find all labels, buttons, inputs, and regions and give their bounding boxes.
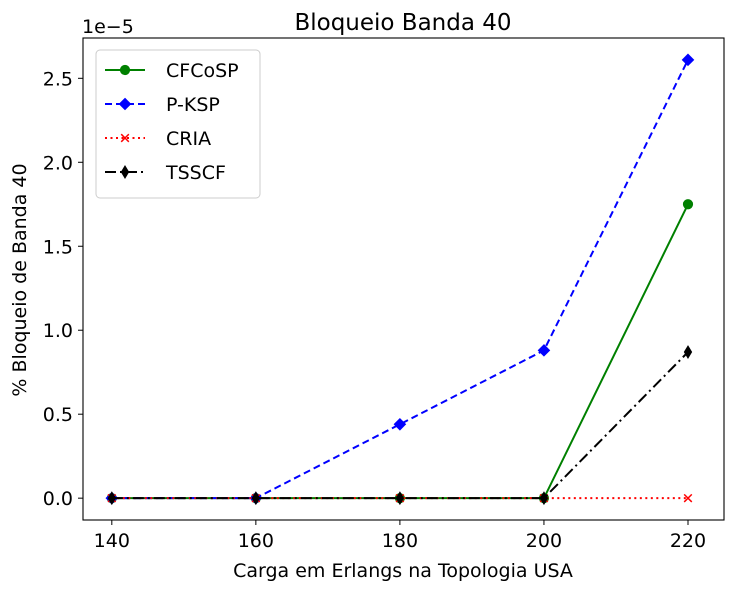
y-axis-label: % Bloqueio de Banda 40 bbox=[9, 163, 31, 396]
data-point-cria bbox=[683, 493, 693, 503]
y-tick-label: 2.5 bbox=[43, 68, 73, 90]
data-point-tsscf-shape bbox=[251, 491, 261, 506]
legend-entry: CFCoSP bbox=[105, 60, 239, 82]
x-tick-label: 220 bbox=[670, 530, 706, 552]
data-point-p-ksp-shape bbox=[537, 344, 551, 357]
y-offset-label: 1e−5 bbox=[82, 16, 134, 38]
legend-marker-shape bbox=[118, 97, 132, 111]
legend-label: CRIA bbox=[166, 128, 211, 150]
x-tick-label: 140 bbox=[94, 530, 130, 552]
legend-marker-stroke-b bbox=[120, 133, 130, 143]
legend-marker bbox=[119, 64, 131, 76]
legend-marker-shape bbox=[119, 64, 131, 76]
legend-label: TSSCF bbox=[165, 162, 226, 184]
legend-marker-shape bbox=[120, 165, 130, 179]
legend-label: P-KSP bbox=[166, 94, 220, 116]
axes-frame bbox=[82, 37, 725, 521]
x-tick-label: 180 bbox=[382, 530, 418, 552]
data-point-p-ksp-shape bbox=[393, 417, 407, 431]
legend-entry: P-KSP bbox=[105, 94, 220, 116]
x-axis-label: Carga em Erlangs na Topologia USA bbox=[233, 560, 573, 582]
y-tick-label: 0.5 bbox=[43, 404, 73, 426]
data-point-tsscf-shape bbox=[683, 345, 693, 360]
data-point-tsscf-shape bbox=[539, 491, 549, 506]
data-point-tsscf bbox=[683, 345, 693, 360]
legend-box bbox=[95, 49, 261, 199]
data-point-p-ksp bbox=[681, 53, 695, 67]
legend-marker bbox=[120, 165, 130, 179]
legend-entry: CRIA bbox=[105, 128, 211, 150]
data-point-tsscf bbox=[539, 491, 549, 506]
y-tick-label: 0.0 bbox=[43, 488, 73, 510]
data-point-cfcosp-shape bbox=[682, 199, 694, 210]
data-point-cfcosp bbox=[682, 199, 694, 210]
data-point-tsscf-shape bbox=[107, 491, 116, 506]
data-point-cria-stroke-b bbox=[683, 493, 693, 503]
chart-title: Bloqueio Banda 40 bbox=[294, 10, 511, 36]
data-point-tsscf bbox=[395, 491, 405, 506]
series-line-cfcosp bbox=[111, 203, 689, 500]
legend: CFCoSP P-KSP CRIA TSSCF bbox=[95, 49, 261, 199]
y-tick-label: 1.5 bbox=[43, 236, 73, 258]
data-point-p-ksp-shape bbox=[681, 53, 695, 67]
data-point-p-ksp bbox=[537, 344, 551, 357]
y-tick-label: 2.0 bbox=[43, 152, 73, 174]
legend-marker bbox=[118, 97, 132, 111]
legend-marker bbox=[120, 133, 130, 143]
plot-area: 140 160 180 200 220 0.0 0.5 1.0 1.5 2.0 2.5 bbox=[43, 37, 725, 552]
series-line-p-ksp bbox=[111, 59, 689, 500]
x-tick-label: 160 bbox=[238, 530, 274, 552]
data-point-tsscf bbox=[107, 491, 116, 506]
data-point-tsscf-shape bbox=[395, 491, 405, 506]
legend-label: CFCoSP bbox=[166, 60, 239, 82]
data-point-tsscf bbox=[251, 491, 261, 506]
x-tick-label: 200 bbox=[526, 530, 562, 552]
legend-entry: TSSCF bbox=[105, 162, 226, 184]
data-point-p-ksp bbox=[393, 417, 407, 431]
y-tick-label: 1.0 bbox=[43, 320, 73, 342]
